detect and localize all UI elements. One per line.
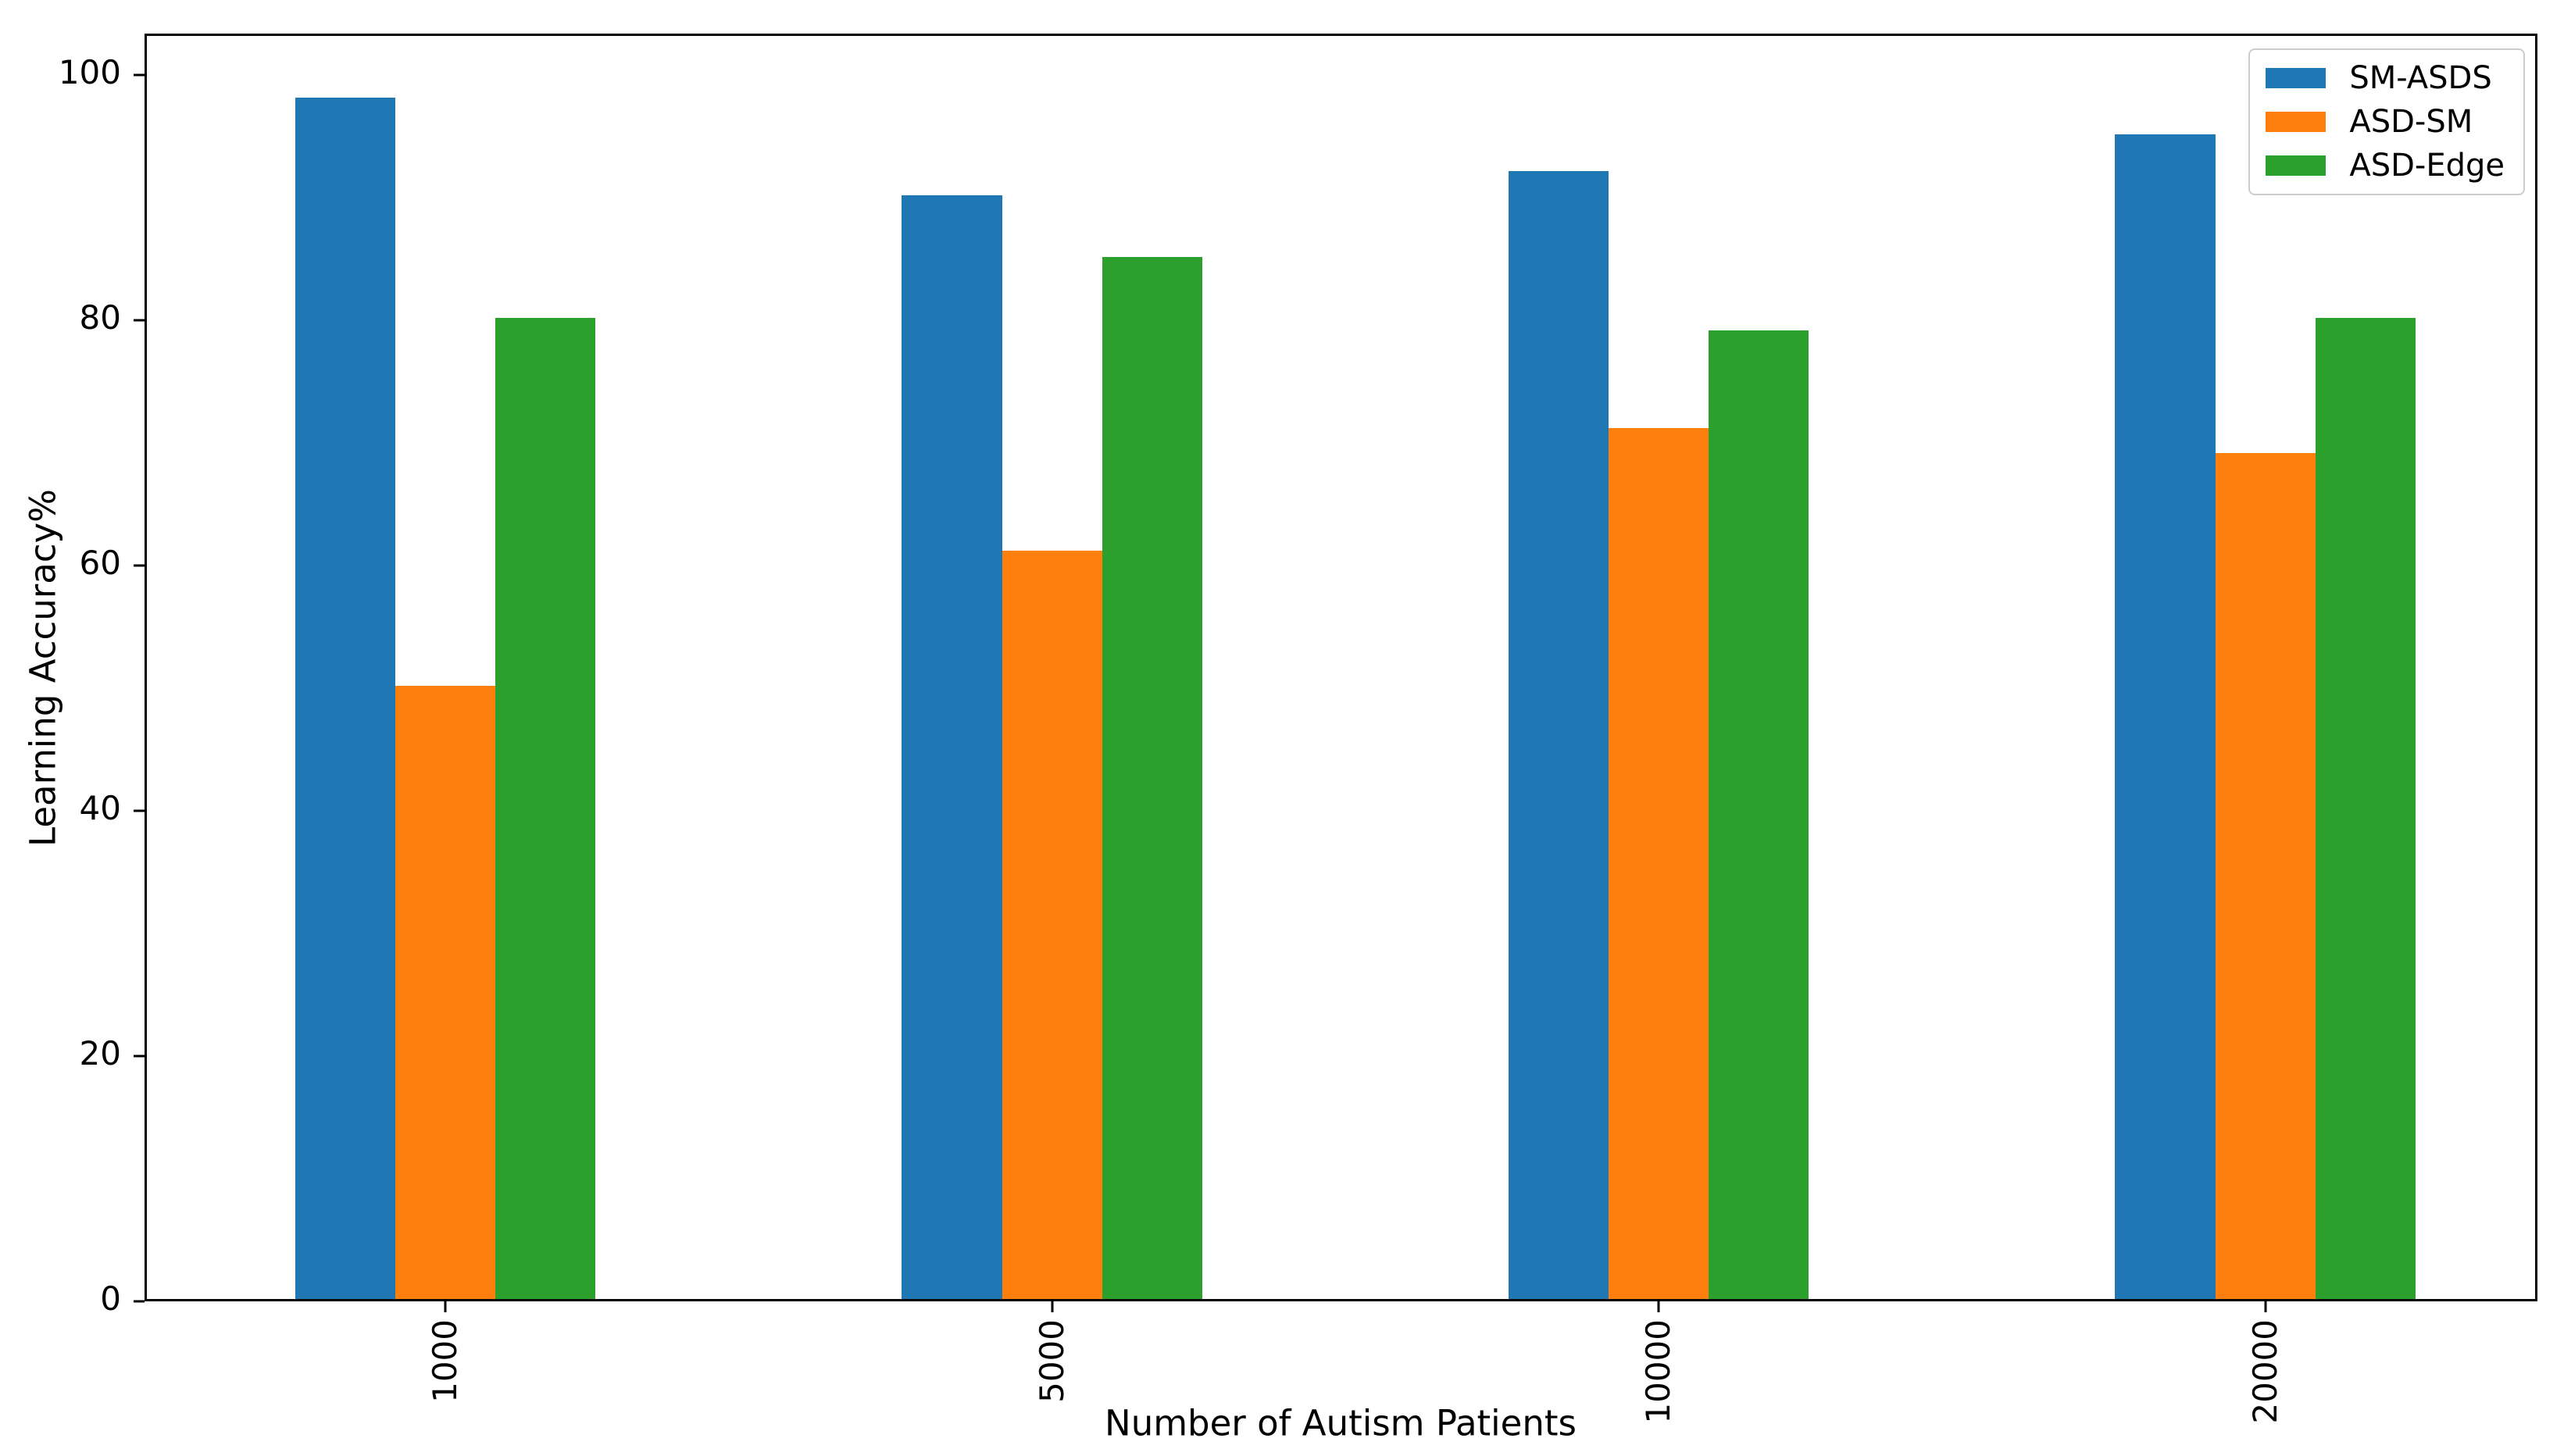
legend-entry-asd-edge: ASD-Edge	[2266, 148, 2505, 183]
legend-entry-asd-sm: ASD-SM	[2266, 105, 2505, 139]
x-tick-mark-5000	[1051, 1301, 1054, 1312]
legend-label-asd-sm: ASD-SM	[2349, 104, 2473, 140]
legend: SM-ASDS ASD-SM ASD-Edge	[2248, 48, 2525, 195]
y-tick-label-0: 0	[100, 1279, 121, 1318]
y-tick-mark-40	[134, 809, 145, 812]
legend-label-asd-edge: ASD-Edge	[2349, 148, 2505, 184]
y-tick-mark-0	[134, 1300, 145, 1303]
y-tick-label-100: 100	[58, 53, 121, 92]
x-tick-mark-10000	[1657, 1301, 1660, 1312]
x-tick-label-10000: 10000	[1639, 1319, 1678, 1424]
bar-asd-sm-10000	[1609, 428, 1709, 1299]
bar-asd-edge-5000	[1102, 256, 1202, 1299]
legend-entry-sm-asds: SM-ASDS	[2266, 61, 2505, 95]
y-tick-mark-20	[134, 1055, 145, 1058]
x-tick-mark-20000	[2264, 1301, 2267, 1312]
legend-swatch-asd-edge	[2266, 155, 2327, 176]
y-tick-label-80: 80	[79, 298, 121, 337]
plot-area: 0 20 40 60 80 100 1000 5000 10000 20000 SM-ASDS A…	[59, 34, 2537, 1424]
bar-sm-asds-5000	[902, 195, 1002, 1299]
bar-asd-edge-10000	[1709, 330, 1809, 1299]
bar-sm-asds-20000	[2115, 134, 2216, 1299]
bar-asd-edge-20000	[2315, 318, 2416, 1299]
legend-swatch-asd-sm	[2266, 112, 2327, 132]
y-tick-mark-60	[134, 564, 145, 567]
x-tick-mark-1000	[444, 1301, 447, 1312]
bar-sm-asds-1000	[295, 97, 396, 1299]
y-axis-title: Learning Accuracy%	[22, 489, 64, 847]
y-tick-label-40: 40	[79, 789, 121, 828]
legend-swatch-sm-asds	[2266, 68, 2327, 88]
legend-label-sm-asds: SM-ASDS	[2349, 60, 2492, 96]
bar-asd-sm-5000	[1002, 551, 1102, 1299]
bar-asd-sm-1000	[395, 686, 496, 1299]
bar-asd-edge-1000	[495, 318, 596, 1299]
x-tick-label-1000: 1000	[426, 1319, 465, 1403]
x-tick-label-20000: 20000	[2245, 1319, 2284, 1424]
x-axis-title: Number of Autism Patients	[1105, 1402, 1577, 1444]
x-tick-label-5000: 5000	[1032, 1319, 1071, 1403]
bar-sm-asds-10000	[1508, 170, 1609, 1299]
y-tick-mark-80	[134, 319, 145, 322]
bar-asd-sm-20000	[2215, 452, 2316, 1299]
y-tick-label-60: 60	[79, 544, 121, 583]
y-tick-mark-100	[134, 73, 145, 77]
y-tick-label-20: 20	[79, 1034, 121, 1073]
